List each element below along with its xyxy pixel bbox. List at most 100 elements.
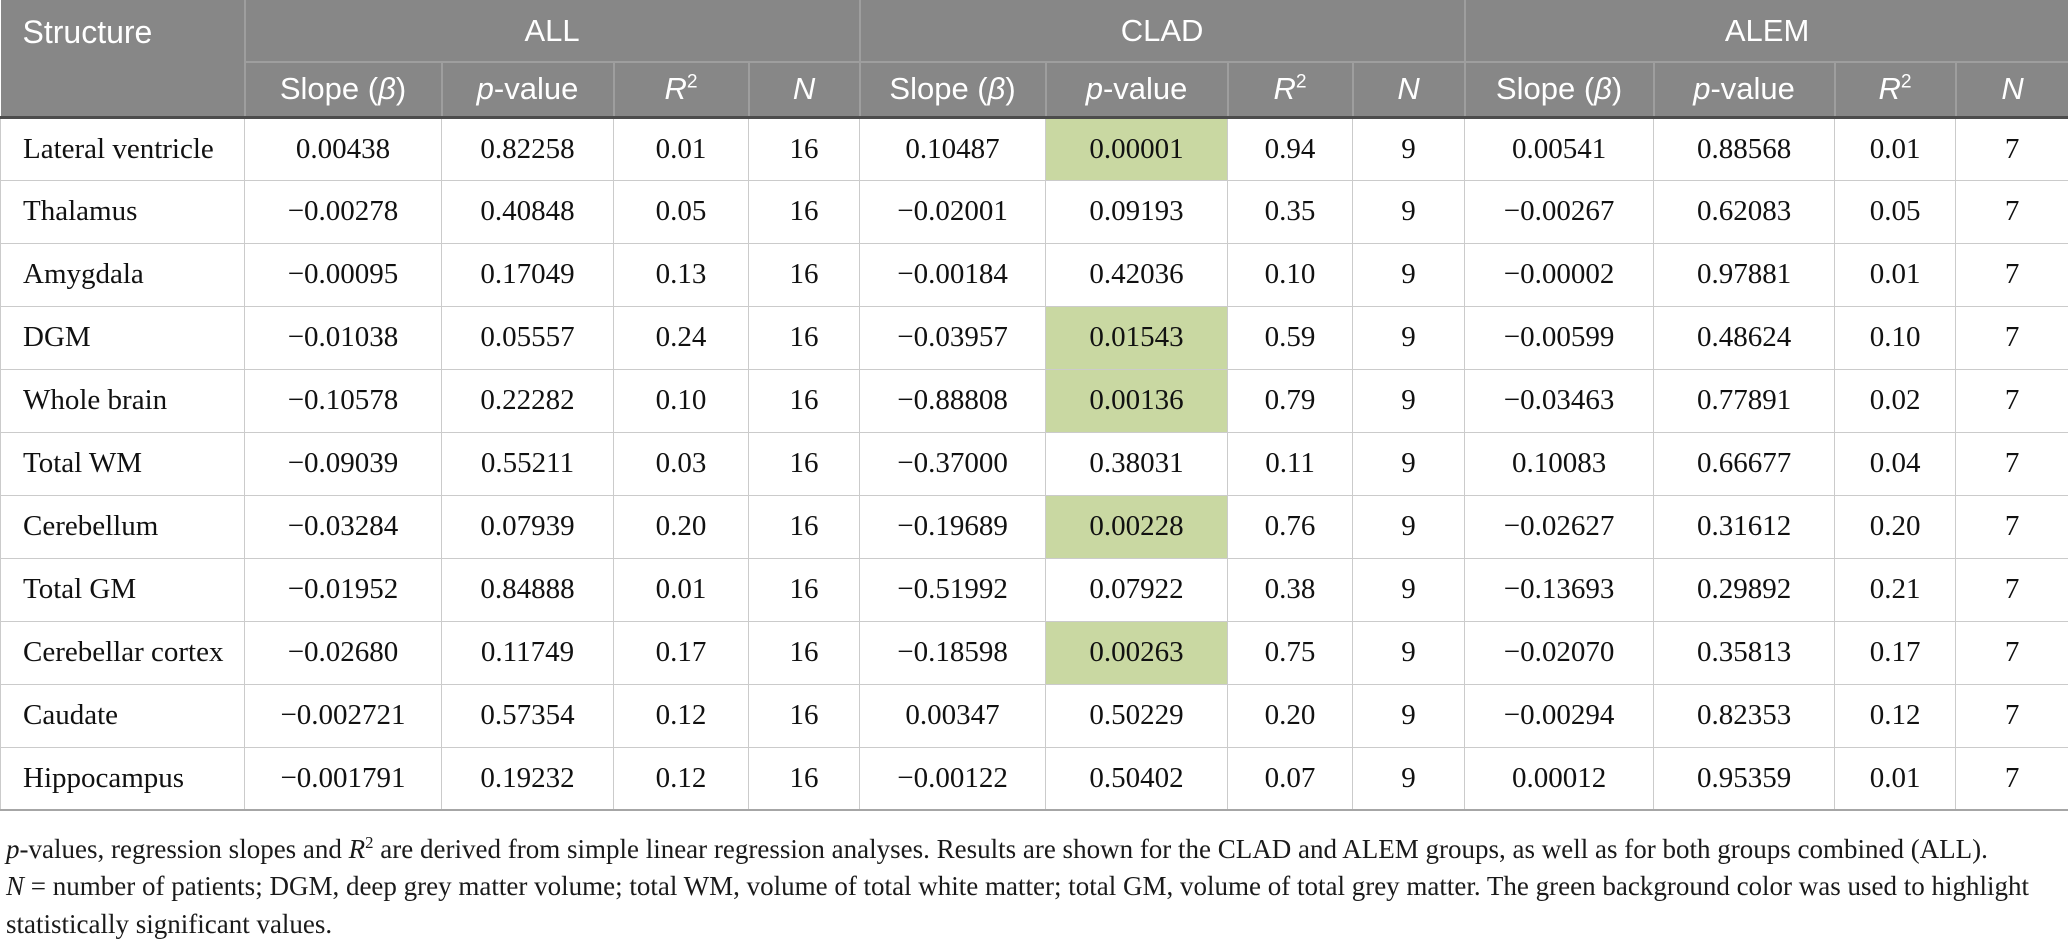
table-row: Amygdala −0.00095 0.17049 0.13 16 −0.00184 0.4… [0, 242, 2068, 307]
value-cell: 0.82258 [441, 116, 614, 181]
value-cell: −0.51992 [859, 557, 1047, 622]
structure-cell: Total WM [0, 431, 245, 496]
value-cell: −0.03957 [859, 305, 1047, 370]
value-cell: 9 [1352, 431, 1466, 496]
structure-cell: Amygdala [0, 242, 245, 307]
value-cell: −0.00184 [859, 242, 1047, 307]
value-cell: −0.00599 [1464, 305, 1655, 370]
value-cell: 0.84888 [441, 557, 614, 622]
value-cell: 0.00263 [1045, 620, 1229, 685]
col-header-slope-alem: Slope (β) [1463, 62, 1654, 119]
value-cell: 0.38 [1227, 557, 1354, 622]
value-cell: 16 [747, 305, 861, 370]
col-header-n-clad: N [1351, 62, 1465, 119]
value-cell: −0.00267 [1464, 179, 1655, 244]
value-cell: 0.01 [1834, 242, 1957, 307]
value-cell: 0.11749 [441, 620, 614, 685]
value-cell: 0.10487 [859, 116, 1047, 181]
col-header-n-all: N [747, 62, 860, 119]
value-cell: 7 [1955, 431, 2068, 496]
value-cell: 0.05557 [441, 305, 614, 370]
table-body: Lateral ventricle 0.00438 0.82258 0.01 16 0.1… [0, 116, 2068, 811]
value-cell: −0.13693 [1464, 557, 1655, 622]
value-cell: 0.17049 [441, 242, 614, 307]
col-header-n-alem: N [1954, 62, 2068, 119]
value-cell: 0.48624 [1653, 305, 1836, 370]
value-cell: 0.55211 [441, 431, 614, 496]
value-cell: 0.10083 [1464, 431, 1655, 496]
col-header-r2-clad: R2 [1226, 62, 1353, 119]
value-cell: 0.35 [1227, 179, 1354, 244]
col-header-pvalue-alem: p-value [1652, 62, 1835, 119]
value-cell: 9 [1352, 305, 1466, 370]
value-cell: 0.04 [1834, 431, 1957, 496]
value-cell: 16 [747, 242, 861, 307]
value-cell: −0.03284 [244, 494, 442, 559]
value-cell: 0.10 [1834, 305, 1957, 370]
value-cell: 16 [747, 368, 861, 433]
table-row: Caudate −0.002721 0.57354 0.12 16 0.00347 0.50… [0, 683, 2068, 748]
structure-cell: Lateral ventricle [0, 116, 245, 181]
value-cell: 0.12 [1834, 683, 1957, 748]
value-cell: 0.24 [613, 305, 749, 370]
value-cell: 0.97881 [1653, 242, 1836, 307]
value-cell: −0.02001 [859, 179, 1047, 244]
value-cell: 0.17 [613, 620, 749, 685]
value-cell: −0.002721 [244, 683, 442, 748]
table-row: Cerebellar cortex −0.02680 0.11749 0.17 16 −0… [0, 620, 2068, 685]
value-cell: 16 [747, 683, 861, 748]
value-cell: 16 [747, 746, 861, 811]
structure-cell: Thalamus [0, 179, 245, 244]
value-cell: −0.88808 [859, 368, 1047, 433]
col-header-slope-all: Slope (β) [243, 62, 442, 119]
value-cell: 9 [1352, 683, 1466, 748]
value-cell: 0.05 [1834, 179, 1957, 244]
value-cell: −0.01952 [244, 557, 442, 622]
value-cell: 9 [1352, 179, 1466, 244]
value-cell: 0.31612 [1653, 494, 1836, 559]
group-header-all: ALL [243, 0, 860, 63]
col-header-pvalue-clad: p-value [1044, 62, 1228, 119]
value-cell: −0.09039 [244, 431, 442, 496]
footnote-line-1: p-values, regression slopes and R2 are d… [6, 833, 1988, 864]
value-cell: 0.01543 [1045, 305, 1229, 370]
value-cell: 0.29892 [1653, 557, 1836, 622]
value-cell: 0.05 [613, 179, 749, 244]
structure-cell: Caudate [0, 683, 245, 748]
value-cell: −0.00095 [244, 242, 442, 307]
group-header-alem: ALEM [1463, 0, 2068, 63]
value-cell: 7 [1955, 242, 2068, 307]
value-cell: −0.37000 [859, 431, 1047, 496]
value-cell: 9 [1352, 746, 1466, 811]
value-cell: 0.42036 [1045, 242, 1229, 307]
value-cell: 16 [747, 116, 861, 181]
value-cell: 7 [1955, 179, 2068, 244]
table-row: Hippocampus −0.001791 0.19232 0.12 16 −0.0012… [0, 746, 2068, 811]
value-cell: 0.94 [1227, 116, 1354, 181]
structure-cell: DGM [0, 305, 245, 370]
value-cell: −0.18598 [859, 620, 1047, 685]
structure-cell: Total GM [0, 557, 245, 622]
value-cell: 0.09193 [1045, 179, 1229, 244]
value-cell: −0.00294 [1464, 683, 1655, 748]
value-cell: 0.10 [613, 368, 749, 433]
value-cell: 7 [1955, 557, 2068, 622]
footnote-line-2: N = number of patients; DGM, deep grey m… [6, 871, 2030, 939]
value-cell: 0.95359 [1653, 746, 1836, 811]
value-cell: 0.00012 [1464, 746, 1655, 811]
value-cell: 0.00228 [1045, 494, 1229, 559]
value-cell: 0.13 [613, 242, 749, 307]
value-cell: 0.01 [1834, 116, 1957, 181]
value-cell: 16 [747, 557, 861, 622]
value-cell: 0.21 [1834, 557, 1957, 622]
table-footnote: p-values, regression slopes and R2 are d… [0, 831, 2068, 943]
col-header-r2-all: R2 [612, 62, 749, 119]
value-cell: 0.01 [613, 116, 749, 181]
value-cell: −0.10578 [244, 368, 442, 433]
value-cell: 0.79 [1227, 368, 1354, 433]
table-row: Total GM −0.01952 0.84888 0.01 16 −0.51992 0.0… [0, 557, 2068, 622]
value-cell: 0.20 [613, 494, 749, 559]
value-cell: 0.75 [1227, 620, 1354, 685]
value-cell: 0.12 [613, 683, 749, 748]
col-header-r2-alem: R2 [1833, 62, 1956, 119]
